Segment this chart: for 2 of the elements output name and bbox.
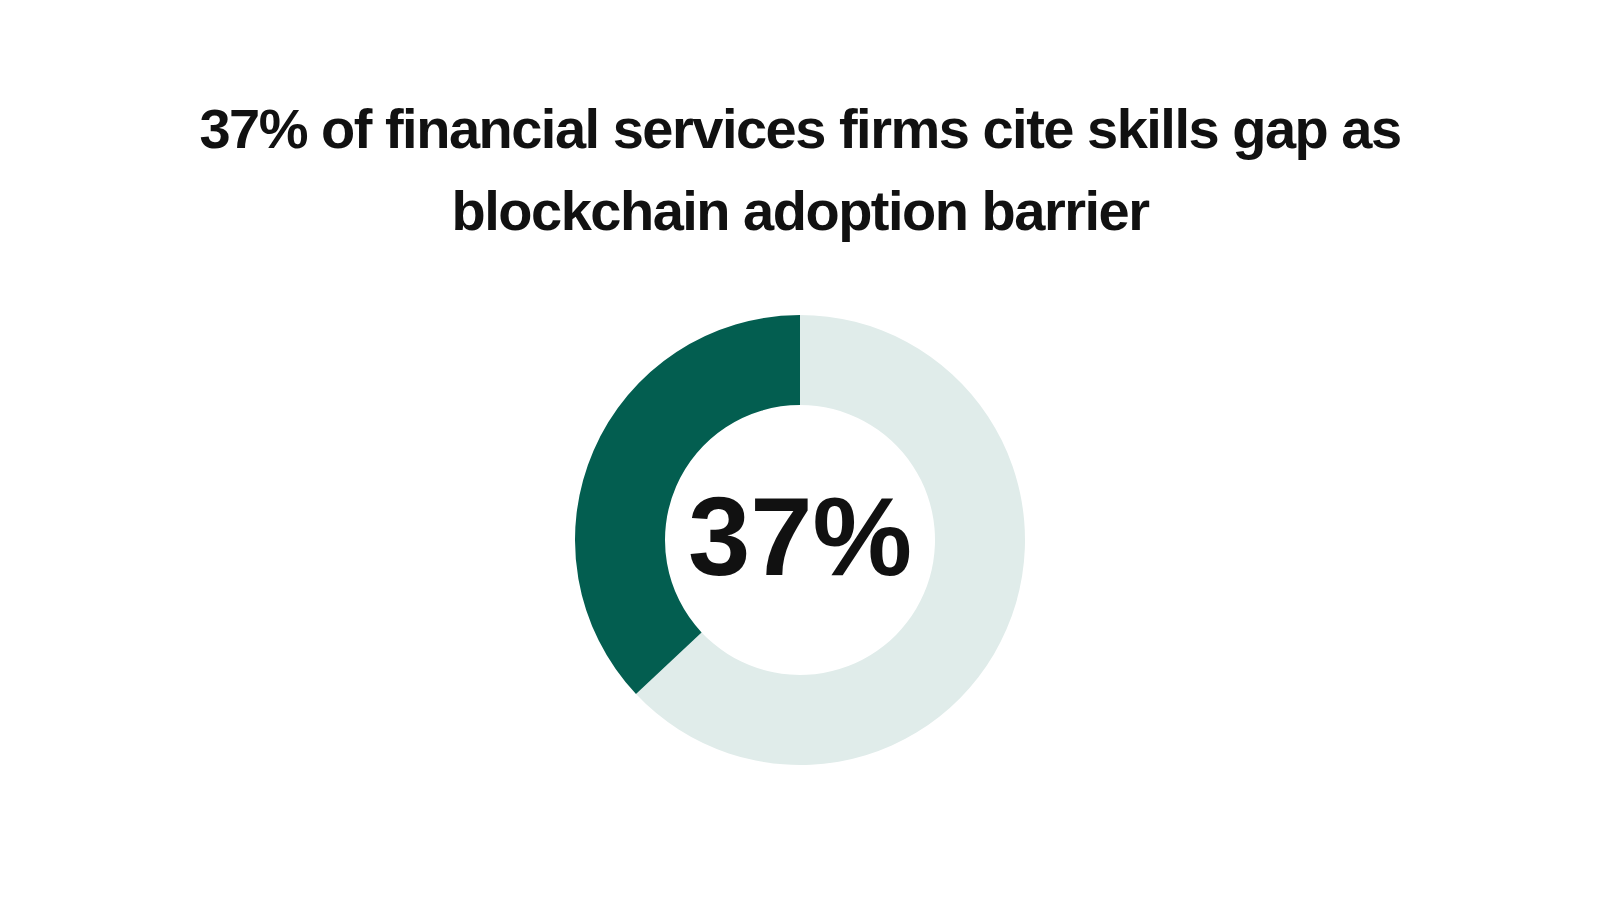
chart-title: 37% of financial services firms cite skills gap as blockchain adoption barrier (198, 96, 1402, 244)
data-label: 37% (687, 473, 913, 599)
